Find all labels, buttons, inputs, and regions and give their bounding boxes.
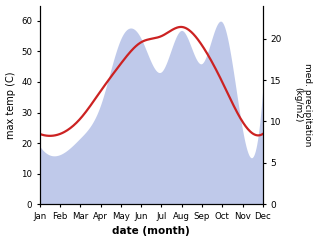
Y-axis label: max temp (C): max temp (C) (5, 71, 16, 139)
X-axis label: date (month): date (month) (112, 227, 190, 236)
Y-axis label: med. precipitation
(kg/m2): med. precipitation (kg/m2) (293, 63, 313, 147)
